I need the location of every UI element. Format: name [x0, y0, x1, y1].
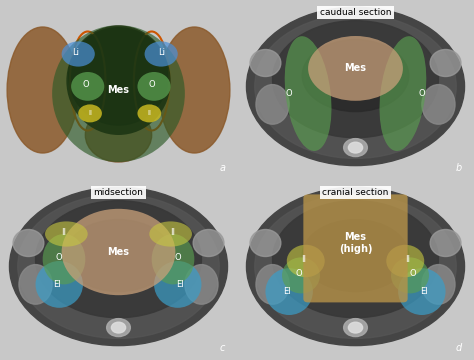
Ellipse shape: [137, 72, 171, 101]
Text: O: O: [174, 253, 181, 262]
Text: II: II: [301, 255, 306, 264]
Text: O: O: [82, 80, 89, 89]
Ellipse shape: [273, 21, 438, 138]
Ellipse shape: [7, 27, 78, 153]
Text: midsection: midsection: [93, 188, 144, 197]
Ellipse shape: [398, 268, 446, 315]
Text: Mes
(high): Mes (high): [339, 232, 372, 254]
Ellipse shape: [430, 49, 461, 77]
Ellipse shape: [13, 230, 44, 256]
Ellipse shape: [422, 85, 455, 124]
Text: EI: EI: [176, 280, 184, 289]
Ellipse shape: [193, 230, 224, 256]
Ellipse shape: [36, 201, 201, 318]
Ellipse shape: [302, 220, 409, 292]
Text: O: O: [295, 269, 302, 278]
Text: O: O: [286, 89, 292, 98]
Text: O: O: [419, 89, 425, 98]
Ellipse shape: [308, 36, 403, 101]
Text: Mes: Mes: [108, 85, 129, 95]
Ellipse shape: [159, 27, 230, 153]
Ellipse shape: [185, 265, 218, 304]
Text: cranial section: cranial section: [322, 188, 389, 197]
Ellipse shape: [71, 72, 104, 101]
Text: II: II: [62, 228, 66, 237]
Ellipse shape: [62, 41, 95, 67]
Ellipse shape: [386, 245, 424, 277]
Text: Mes: Mes: [345, 63, 366, 73]
Ellipse shape: [255, 14, 456, 158]
Ellipse shape: [282, 257, 320, 293]
Ellipse shape: [430, 230, 461, 256]
Ellipse shape: [285, 36, 331, 151]
Ellipse shape: [273, 201, 438, 318]
Ellipse shape: [302, 40, 409, 112]
Ellipse shape: [250, 230, 281, 256]
Ellipse shape: [344, 139, 367, 157]
Text: Li: Li: [158, 48, 164, 57]
Ellipse shape: [107, 319, 130, 337]
Text: II: II: [171, 228, 175, 237]
Text: caudual section: caudual section: [320, 8, 391, 17]
Ellipse shape: [348, 322, 363, 333]
Text: Li: Li: [73, 48, 79, 57]
Ellipse shape: [62, 209, 175, 295]
Ellipse shape: [69, 26, 168, 125]
Text: II: II: [147, 111, 151, 116]
Ellipse shape: [250, 49, 281, 77]
Text: II: II: [405, 255, 410, 264]
Ellipse shape: [256, 265, 289, 304]
Text: O: O: [56, 253, 63, 262]
Ellipse shape: [265, 268, 313, 315]
Text: O: O: [148, 80, 155, 89]
Ellipse shape: [246, 7, 465, 166]
Ellipse shape: [152, 234, 194, 284]
Text: b: b: [456, 163, 462, 173]
Text: c: c: [220, 343, 225, 353]
Ellipse shape: [391, 257, 429, 293]
Ellipse shape: [66, 27, 171, 135]
FancyBboxPatch shape: [303, 194, 408, 302]
Ellipse shape: [18, 194, 219, 338]
Text: O: O: [409, 269, 416, 278]
Ellipse shape: [246, 187, 465, 346]
Ellipse shape: [9, 187, 228, 346]
Ellipse shape: [19, 265, 52, 304]
Ellipse shape: [111, 322, 126, 333]
Text: a: a: [219, 163, 225, 173]
Ellipse shape: [36, 261, 83, 308]
Ellipse shape: [78, 104, 102, 122]
Ellipse shape: [65, 220, 172, 292]
Ellipse shape: [43, 234, 85, 284]
Text: d: d: [456, 343, 462, 353]
Ellipse shape: [52, 25, 185, 162]
Ellipse shape: [45, 221, 88, 247]
Ellipse shape: [137, 104, 161, 122]
Text: EI: EI: [53, 280, 61, 289]
Ellipse shape: [287, 245, 325, 277]
Ellipse shape: [344, 319, 367, 337]
Text: EI: EI: [283, 287, 291, 296]
Ellipse shape: [422, 265, 455, 304]
Text: EI: EI: [420, 287, 428, 296]
Ellipse shape: [145, 41, 178, 67]
Ellipse shape: [85, 108, 152, 162]
Text: II: II: [88, 111, 92, 116]
Ellipse shape: [149, 221, 192, 247]
Ellipse shape: [380, 36, 426, 151]
Ellipse shape: [154, 261, 201, 308]
Ellipse shape: [348, 142, 363, 153]
Ellipse shape: [255, 194, 456, 338]
Text: Mes: Mes: [108, 247, 129, 257]
Ellipse shape: [256, 85, 289, 124]
